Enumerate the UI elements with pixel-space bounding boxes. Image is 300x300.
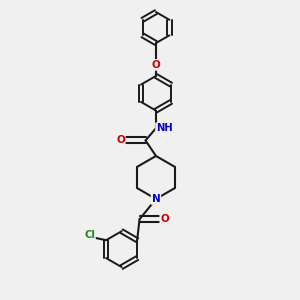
Text: NH: NH [156,123,172,133]
Text: O: O [116,135,125,146]
Text: N: N [152,194,160,204]
Text: Cl: Cl [84,230,95,240]
Text: O: O [160,214,169,224]
Text: O: O [152,60,160,70]
